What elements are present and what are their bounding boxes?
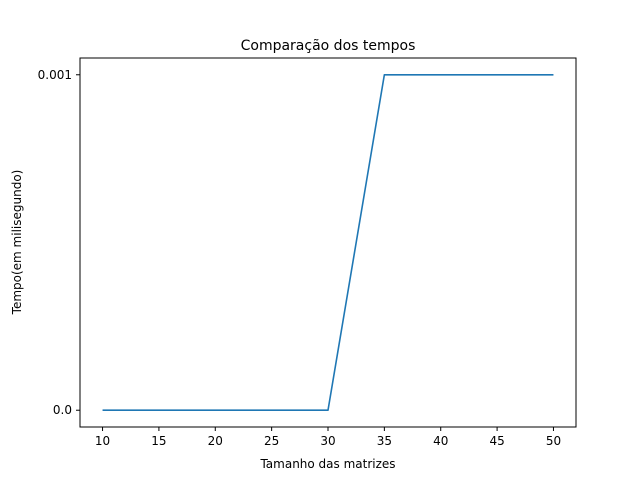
x-tick-label: 50 xyxy=(546,434,561,448)
x-tick-label: 40 xyxy=(433,434,448,448)
x-axis-ticks: 10 15 20 25 30 35 40 45 50 xyxy=(95,427,561,448)
x-tick-label: 25 xyxy=(264,434,279,448)
y-axis-label: Tempo(em milisegundo) xyxy=(10,170,24,316)
x-tick-label: 30 xyxy=(320,434,335,448)
x-axis-label: Tamanho das matrizes xyxy=(259,457,395,471)
x-tick-label: 15 xyxy=(151,434,166,448)
chart-title: Comparação dos tempos xyxy=(241,38,416,54)
x-tick-label: 45 xyxy=(489,434,504,448)
x-tick-label: 35 xyxy=(377,434,392,448)
series-line xyxy=(102,73,554,412)
x-tick-label: 20 xyxy=(208,434,223,448)
x-tick-label: 10 xyxy=(95,434,110,448)
y-axis-ticks: 0.0 0.001 xyxy=(38,68,80,417)
y-tick-label: 0.001 xyxy=(38,68,72,82)
y-tick-label: 0.0 xyxy=(53,403,72,417)
series-layer xyxy=(102,73,554,412)
